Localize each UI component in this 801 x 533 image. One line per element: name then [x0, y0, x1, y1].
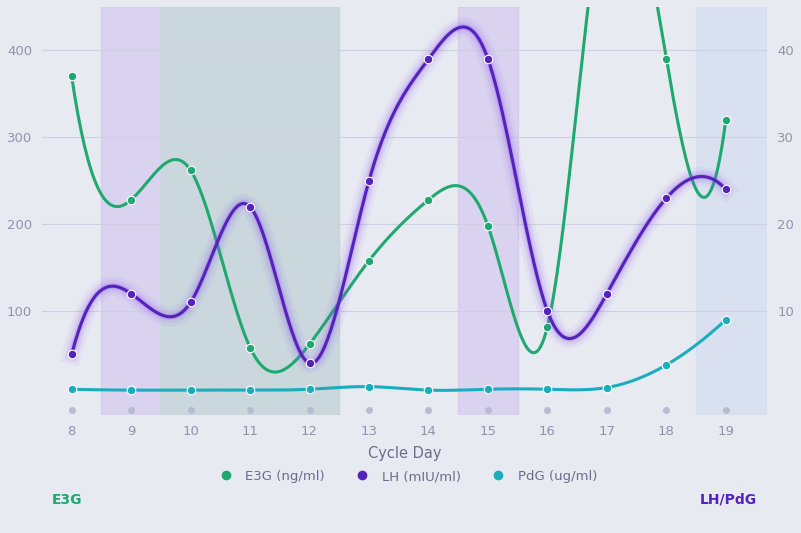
- Point: [244, 386, 256, 394]
- Point: [125, 386, 138, 394]
- Point: [422, 386, 435, 394]
- Point: [184, 166, 197, 174]
- Point: [422, 55, 435, 63]
- Bar: [102, 7, 340, 415]
- Point: [184, 298, 197, 306]
- Point: [65, 350, 78, 359]
- Point: [541, 385, 553, 393]
- Legend: E3G (ng/ml), LH (mIU/ml), PdG (ug/ml): E3G (ng/ml), LH (mIU/ml), PdG (ug/ml): [207, 465, 602, 488]
- Point: [481, 222, 494, 230]
- Point: [363, 176, 376, 185]
- Point: [303, 340, 316, 349]
- Point: [601, 383, 614, 392]
- Point: [303, 385, 316, 393]
- Point: [481, 55, 494, 63]
- Point: [303, 359, 316, 367]
- Point: [422, 196, 435, 204]
- Point: [65, 385, 78, 393]
- Point: [541, 322, 553, 331]
- Point: [125, 196, 138, 204]
- Point: [719, 185, 732, 193]
- Point: [719, 116, 732, 124]
- Point: [244, 203, 256, 211]
- Text: E3G: E3G: [52, 492, 83, 507]
- Point: [244, 343, 256, 352]
- Bar: [458, 7, 517, 415]
- Bar: [696, 7, 767, 415]
- Point: [660, 361, 673, 369]
- Point: [65, 72, 78, 80]
- Point: [363, 382, 376, 391]
- Bar: [161, 7, 340, 415]
- Point: [601, 289, 614, 298]
- Point: [660, 55, 673, 63]
- Point: [481, 385, 494, 393]
- Point: [541, 307, 553, 316]
- X-axis label: Cycle Day: Cycle Day: [368, 446, 441, 462]
- Text: LH/PdG: LH/PdG: [700, 492, 757, 507]
- Point: [184, 386, 197, 394]
- Point: [719, 316, 732, 324]
- Point: [125, 289, 138, 298]
- Point: [660, 194, 673, 203]
- Point: [363, 256, 376, 265]
